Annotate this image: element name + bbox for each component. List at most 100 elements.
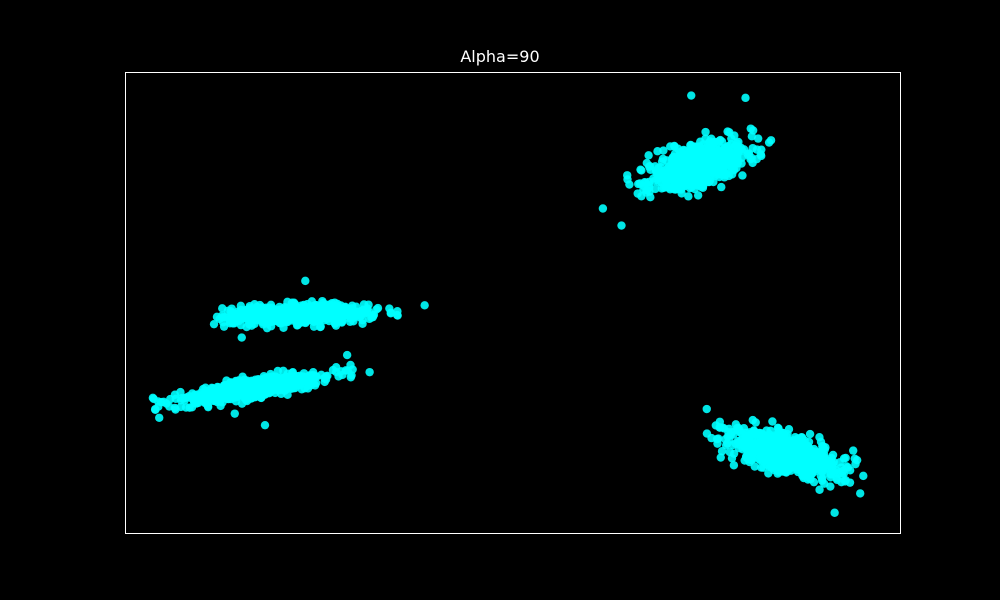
data-point	[705, 141, 715, 151]
data-point	[264, 384, 273, 393]
data-point	[840, 477, 850, 486]
data-point	[729, 166, 739, 175]
data-point	[730, 149, 740, 158]
data-point	[279, 323, 288, 332]
data-point	[245, 306, 255, 315]
data-point	[231, 376, 241, 386]
data-point	[764, 469, 773, 478]
data-point	[716, 164, 725, 174]
data-point	[692, 180, 702, 189]
data-point	[341, 366, 351, 375]
data-point	[220, 312, 229, 322]
data-point	[252, 383, 261, 392]
data-point	[283, 297, 292, 307]
data-point	[809, 454, 819, 463]
data-point	[300, 384, 309, 393]
data-point	[717, 447, 727, 456]
data-point	[230, 409, 239, 418]
data-point	[729, 461, 739, 470]
data-point	[799, 473, 808, 483]
data-point	[818, 474, 827, 484]
data-point	[770, 457, 779, 467]
data-point	[705, 148, 714, 157]
data-point	[742, 439, 751, 448]
data-point	[758, 434, 768, 444]
data-point	[236, 320, 246, 330]
data-point	[218, 398, 227, 407]
data-point	[751, 445, 761, 455]
data-point	[296, 304, 305, 313]
data-point	[738, 171, 747, 180]
data-point	[260, 420, 270, 430]
data-point	[716, 453, 725, 462]
data-point	[780, 463, 789, 472]
data-point	[666, 142, 675, 151]
data-point	[784, 424, 794, 434]
data-point	[195, 395, 204, 404]
data-point	[835, 458, 844, 467]
data-point	[779, 453, 789, 462]
data-point	[309, 378, 318, 388]
data-point	[351, 302, 361, 311]
data-point	[257, 303, 267, 312]
data-point	[212, 312, 222, 322]
chart-title: Alpha=90	[460, 47, 540, 66]
data-point	[701, 127, 710, 137]
data-point	[715, 417, 725, 426]
data-point	[818, 456, 828, 465]
data-point	[722, 169, 732, 178]
data-point	[218, 304, 227, 313]
data-point	[296, 317, 306, 326]
data-point	[747, 153, 756, 163]
data-point	[668, 162, 678, 171]
data-point	[386, 308, 396, 317]
data-points	[148, 91, 868, 517]
data-point	[713, 439, 722, 448]
axes-frame	[125, 72, 901, 534]
data-point	[849, 446, 858, 455]
data-point	[349, 317, 358, 326]
data-point	[337, 305, 346, 314]
data-point	[316, 322, 325, 332]
data-point	[290, 304, 299, 313]
data-point	[258, 389, 267, 398]
data-point	[693, 191, 703, 200]
data-point	[830, 508, 839, 517]
data-point	[252, 316, 261, 325]
data-point	[156, 397, 166, 407]
data-point	[237, 333, 246, 342]
data-point	[786, 466, 795, 475]
data-point	[368, 312, 378, 322]
data-point	[272, 385, 282, 394]
data-point	[598, 204, 608, 213]
data-point	[290, 315, 299, 324]
data-point	[826, 469, 836, 479]
data-point	[859, 471, 868, 481]
data-point	[244, 312, 253, 322]
data-point	[730, 131, 739, 140]
data-point	[747, 132, 757, 141]
data-point	[732, 424, 742, 433]
data-point	[729, 449, 739, 458]
data-point	[233, 307, 243, 316]
data-point	[762, 457, 771, 466]
data-point	[209, 319, 219, 329]
data-point	[645, 162, 655, 171]
data-point	[637, 166, 646, 175]
data-point	[726, 430, 735, 440]
data-point	[216, 387, 225, 397]
data-point	[237, 399, 247, 408]
data-point	[301, 276, 310, 286]
data-point	[151, 405, 160, 414]
data-point	[635, 179, 645, 188]
data-point	[282, 374, 291, 383]
data-point	[155, 413, 164, 422]
data-point	[741, 428, 751, 438]
data-point	[235, 383, 244, 393]
data-point	[318, 296, 327, 306]
data-point	[693, 162, 702, 172]
data-point	[228, 318, 238, 327]
data-point	[769, 433, 779, 442]
data-point	[717, 182, 726, 192]
